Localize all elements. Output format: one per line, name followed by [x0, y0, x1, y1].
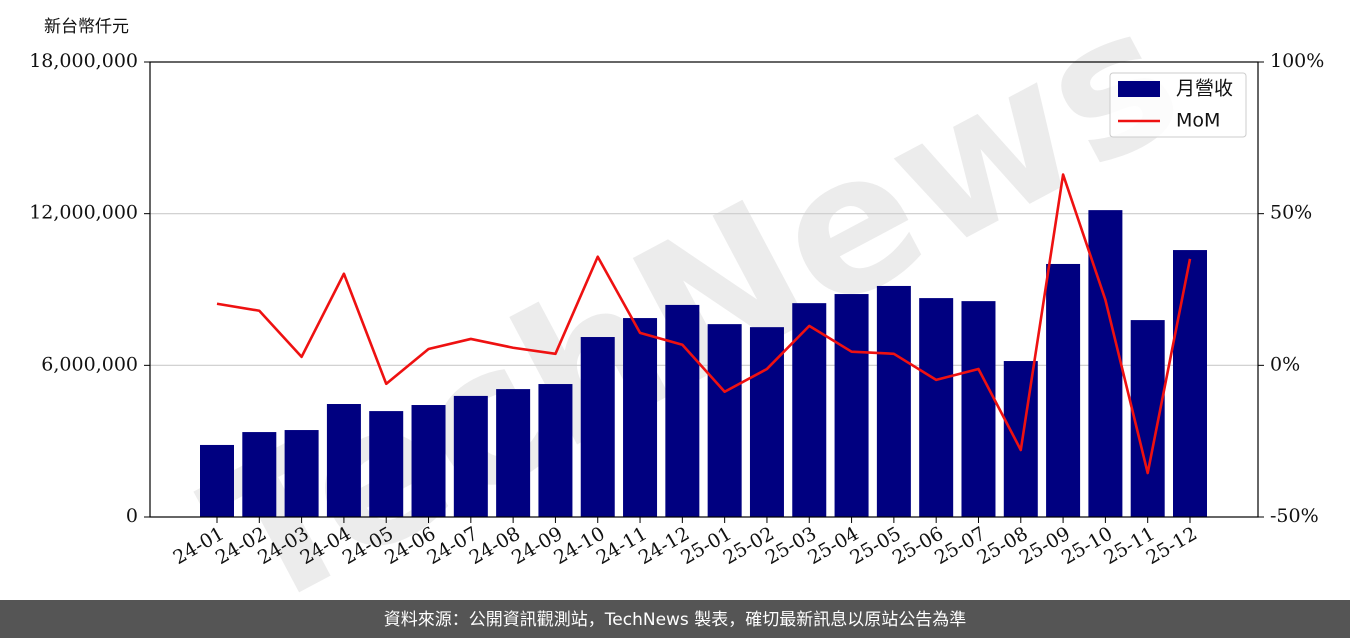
bar — [411, 405, 446, 517]
bar — [1088, 210, 1123, 517]
bar — [453, 395, 488, 517]
legend: 月營收 MoM — [1109, 72, 1247, 138]
bar — [284, 430, 319, 517]
y-tick-label: 12,000,000 — [29, 202, 138, 224]
line — [216, 173, 1192, 475]
y-tick-label: 18,000,000 — [29, 50, 138, 72]
bar — [834, 294, 869, 517]
legend-swatch — [1118, 81, 1160, 97]
legend-label: 月營收 — [1176, 78, 1233, 100]
bar — [580, 337, 615, 517]
legend-label: MoM — [1176, 110, 1220, 132]
bar — [792, 303, 827, 517]
footer — [0, 600, 1350, 638]
bar — [1173, 250, 1207, 518]
bar — [326, 404, 361, 517]
bar — [876, 285, 911, 517]
y-tick-label: 0 — [126, 505, 138, 527]
y2-tick-label: 0% — [1270, 353, 1300, 375]
bar — [961, 301, 996, 517]
y2-tick-label: 50% — [1270, 202, 1312, 224]
bar — [1046, 263, 1081, 517]
y-tick-label: 6,000,000 — [41, 353, 138, 375]
bar — [496, 389, 531, 517]
bar — [707, 324, 742, 517]
bar — [919, 298, 954, 517]
bar — [369, 411, 404, 517]
bar — [200, 444, 234, 517]
y2-tick-label: -50% — [1270, 505, 1319, 527]
bar — [242, 432, 277, 517]
bar — [665, 304, 700, 517]
y-axis-label: 新台幣仟元 — [44, 17, 129, 37]
bar — [1003, 361, 1038, 517]
plot-frame — [149, 61, 1259, 518]
y2-tick-label: 100% — [1270, 50, 1324, 72]
footer-text: 資料來源：公開資訊觀測站，TechNews 製表，確切最新訊息以原站公告為準 — [384, 610, 966, 630]
bar — [623, 318, 658, 517]
bar — [538, 384, 573, 517]
